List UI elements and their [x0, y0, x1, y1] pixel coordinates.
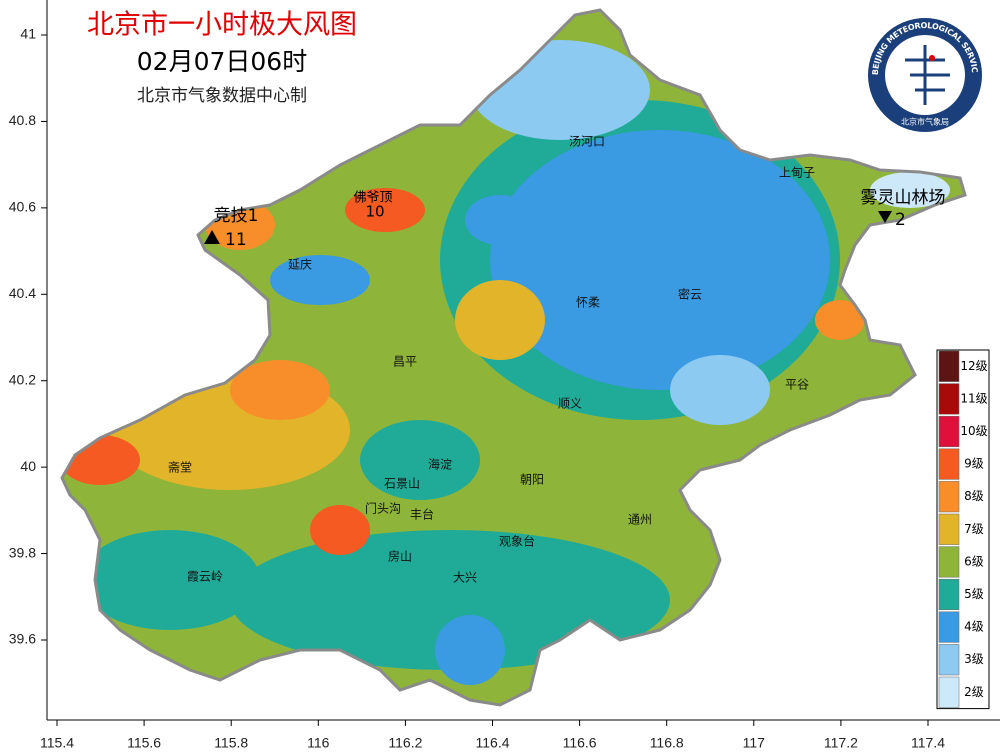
place-label: 观象台 [499, 534, 535, 549]
place-label: 海淀 [428, 457, 452, 472]
legend-label: 6级 [964, 554, 984, 568]
legend-swatch [938, 481, 960, 513]
y-tick-label: 39.8 [9, 544, 36, 560]
map-time: 02月07日06时 [137, 47, 307, 76]
x-tick-label: 116.6 [563, 735, 597, 751]
legend-swatch [938, 578, 960, 611]
legend-swatch [938, 415, 960, 448]
logo-text: 北京市气象局 [901, 117, 949, 127]
place-label: 门头沟 [365, 501, 401, 516]
place-label: 房山 [388, 549, 412, 564]
legend: 12级 11级 10级 9级 8级 7级 6级 5级 4级 3级 2级 [936, 349, 990, 710]
y-tick-label: 40.4 [9, 285, 36, 301]
legend-label: 8级 [964, 489, 984, 503]
place-label: 顺义 [558, 397, 582, 411]
legend-swatch [938, 676, 960, 708]
station-name: 雾灵山林场 [861, 188, 946, 208]
legend-label: 5级 [964, 587, 984, 601]
legend-swatch [938, 448, 960, 480]
x-tick-label: 115.4 [40, 735, 74, 751]
x-tick-label: 116.4 [476, 735, 510, 751]
place-label: 平谷 [785, 378, 809, 392]
legend-swatch [938, 611, 960, 643]
y-tick-label: 40.6 [9, 199, 36, 215]
place-label: 汤河口 [569, 135, 605, 149]
legend-label: 3级 [964, 652, 984, 666]
y-tick-label: 41 [20, 26, 36, 42]
station-value: 10 [365, 203, 384, 221]
legend-swatch [938, 350, 960, 382]
legend-swatch [938, 383, 960, 415]
station-marker [204, 230, 220, 244]
city-boundary [60, 8, 967, 707]
place-label: 怀柔 [576, 296, 600, 310]
station-marker [878, 211, 892, 223]
y-tick-label: 40 [20, 458, 36, 474]
legend-swatch [938, 546, 960, 578]
place-label: 石景山 [384, 477, 420, 491]
map-title: 北京市一小时极大风图 [87, 10, 357, 41]
place-label: 通州 [628, 513, 652, 527]
legend-swatch [938, 513, 960, 545]
legend-swatch [938, 644, 960, 676]
place-label: 丰台 [410, 507, 434, 522]
x-tick-label: 117.2 [824, 735, 858, 751]
legend-label: 11级 [960, 391, 987, 405]
station-value: 2 [895, 210, 906, 230]
y-tick-label: 40.8 [9, 112, 36, 128]
x-tick-label: 116.8 [650, 735, 684, 751]
x-tick-label: 115.6 [127, 735, 161, 751]
x-tick-label: 117 [743, 735, 766, 751]
x-tick-label: 117.4 [911, 735, 945, 751]
x-tick-label: 115.8 [214, 735, 248, 751]
place-label: 朝阳 [520, 473, 544, 487]
station-value: 11 [225, 230, 247, 250]
place-label: 上甸子 [779, 166, 815, 180]
place-label: 昌平 [393, 355, 417, 369]
place-label: 斋堂 [168, 460, 192, 475]
legend-label: 7级 [964, 522, 984, 536]
station-name: 佛爷顶 [353, 191, 392, 206]
map-producer: 北京市气象数据中心制 [137, 86, 307, 106]
legend-label: 2级 [964, 685, 984, 699]
y-tick-label: 39.6 [9, 631, 36, 647]
legend-label: 4级 [964, 620, 984, 634]
station-name: 竞技1 [214, 206, 259, 226]
place-label: 大兴 [453, 571, 477, 585]
legend-label: 12级 [960, 359, 987, 373]
legend-label: 10级 [960, 424, 987, 438]
legend-label: 9级 [964, 457, 984, 471]
place-label: 延庆 [288, 258, 312, 272]
x-tick-label: 116 [307, 735, 330, 751]
x-tick-label: 116.2 [388, 735, 422, 751]
place-label: 霞云岭 [187, 570, 223, 584]
place-label: 密云 [678, 287, 702, 302]
y-tick-label: 40.2 [9, 371, 36, 387]
